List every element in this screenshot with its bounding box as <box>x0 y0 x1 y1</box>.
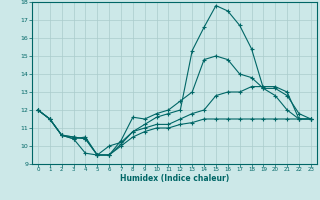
X-axis label: Humidex (Indice chaleur): Humidex (Indice chaleur) <box>120 174 229 183</box>
